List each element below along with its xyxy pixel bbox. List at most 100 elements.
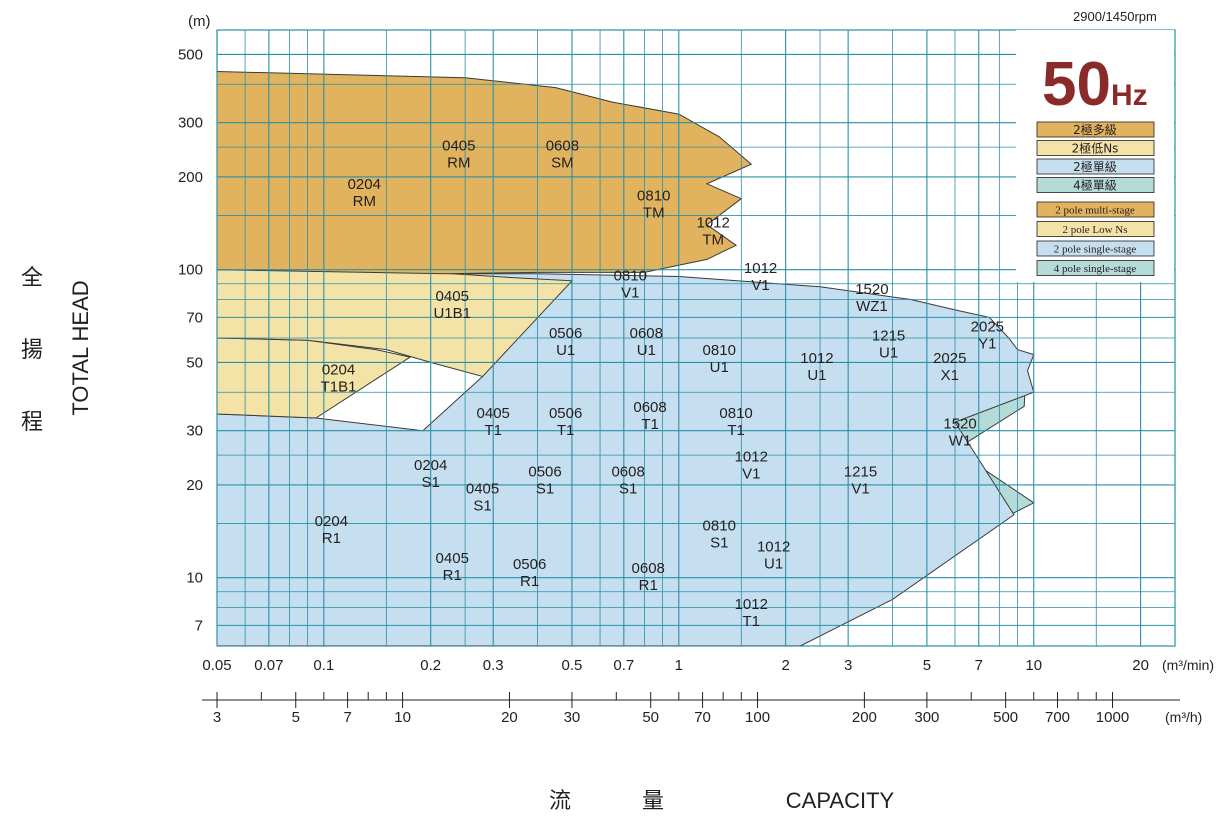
region-label-code-0810-s1: 0810 — [703, 518, 736, 535]
x2-tick-11: 500 — [993, 709, 1018, 726]
region-label-model-0204-s1: S1 — [422, 474, 440, 491]
y-tick-8: 300 — [178, 115, 203, 132]
region-label-model-1215-u1: U1 — [879, 345, 898, 362]
legend-swatch-zh-1 — [1036, 140, 1155, 156]
region-label-code-1215-v1: 1215 — [844, 463, 877, 480]
x-tick-labels: 0.05 0.07 0.1 0.2 0.3 0.5 0.7 1 2 3 5 7 10 20 — [202, 657, 1149, 674]
region-layer — [217, 70, 1035, 646]
x-tick-5: 0.5 — [562, 657, 583, 674]
y-axis-title: TOTAL HEAD — [68, 280, 93, 415]
y-tick-4: 50 — [186, 354, 203, 371]
region-label-code-0608-t1: 0608 — [633, 399, 666, 416]
legend-swatch-zh-2 — [1036, 158, 1155, 175]
x-tick-12: 10 — [1025, 657, 1042, 674]
y-tick-3: 30 — [186, 423, 203, 440]
region-label-code-0405-r1: 0405 — [436, 550, 469, 567]
region-label-model-0608-u1: U1 — [637, 342, 656, 359]
region-2 — [217, 337, 412, 419]
region-label-code-0608-r1: 0608 — [632, 560, 665, 577]
x-tick-11: 7 — [975, 657, 983, 674]
region-label-code-0405-u1b1: 0405 — [436, 288, 469, 305]
x-tick-9: 3 — [844, 657, 852, 674]
region-label-code-0204-s1: 0204 — [414, 457, 447, 474]
x-axis-title-zh-2: 量 — [642, 789, 664, 814]
x-tick-13: 20 — [1132, 657, 1149, 674]
x2-tick-1: 5 — [292, 709, 300, 726]
region-label-model-2025-x1: X1 — [941, 367, 959, 384]
legend-swatch-zh-3 — [1036, 177, 1155, 193]
x2-tick-9: 200 — [852, 709, 877, 726]
x2-tick-4: 20 — [501, 709, 518, 726]
region-label-code-0204-rm: 0204 — [348, 176, 381, 193]
region-label-code-0506-s1: 0506 — [528, 463, 561, 480]
y-axis-title-zh-2: 揚 — [21, 338, 43, 363]
x-axis-title: CAPACITY — [786, 788, 895, 813]
y-tick-6: 100 — [178, 262, 203, 279]
region-label-code-2025-y1: 2025 — [971, 319, 1004, 336]
legend-swatch-en-2 — [1036, 240, 1155, 257]
region-label-code-0608-sm: 0608 — [546, 138, 579, 155]
region-label-code-0608-u1: 0608 — [630, 325, 663, 342]
x-tick-10: 5 — [923, 657, 931, 674]
legend-swatch-en-1 — [1036, 221, 1155, 237]
x2-tick-2: 7 — [343, 709, 351, 726]
region-label-model-0405-t1: T1 — [484, 422, 502, 439]
legend-label-en-3: 4 pole single-stage — [1054, 263, 1137, 275]
x-axis-title-zh-1: 流 — [549, 789, 571, 814]
region-label-model-0608-sm: SM — [551, 155, 574, 172]
x2-tick-10: 300 — [914, 709, 939, 726]
region-label-model-0405-r1: R1 — [443, 567, 462, 584]
region-label-code-0405-t1: 0405 — [477, 405, 510, 422]
region-label-code-0810-tm: 0810 — [637, 188, 670, 205]
region-label-code-1215-u1: 1215 — [872, 328, 905, 345]
legend-label-zh-1: 2極低Ns — [1072, 141, 1119, 156]
region-label-model-0405-rm: RM — [447, 155, 470, 172]
region-label-model-0608-s1: S1 — [619, 480, 637, 497]
region-label-code-1012-t1: 1012 — [735, 596, 768, 613]
x2-tick-3: 10 — [394, 709, 411, 726]
y-tick-9: 500 — [178, 46, 203, 63]
secondary-x-axis: 3 5 7 10 20 30 50 70 100 200 300 500 700 1000 — [202, 692, 1180, 726]
region-label-model-0405-s1: S1 — [473, 497, 491, 514]
region-label-code-0506-r1: 0506 — [513, 556, 546, 573]
region-label-model-1012-v1: V1 — [751, 277, 769, 294]
frequency-title: 50Hz — [1042, 50, 1148, 119]
region-label-model-0405-u1b1: U1B1 — [433, 305, 471, 322]
region-label-model-0506-u1: U1 — [556, 342, 575, 359]
y-tick-7: 200 — [178, 169, 203, 186]
region-label-model-2025-y1: Y1 — [978, 336, 996, 353]
region-label-model-0810-v1: V1 — [621, 284, 639, 301]
legend-label-en-0: 2 pole multi-stage — [1055, 205, 1135, 217]
x2-tick-5: 30 — [564, 709, 581, 726]
region-label-model-0810-tm: TM — [643, 205, 665, 222]
region-label-model-1012-v1: V1 — [742, 465, 760, 482]
x2-tick-12: 700 — [1045, 709, 1070, 726]
region-label-model-1520-w1: W1 — [949, 433, 972, 450]
region-label-model-1215-v1: V1 — [851, 480, 869, 497]
y-tick-5: 70 — [186, 309, 203, 326]
region-label-model-1012-u1: U1 — [807, 367, 826, 384]
x-unit-label: (m³/min) — [1162, 657, 1214, 673]
region-label-model-0810-u1: U1 — [710, 359, 729, 376]
legend-swatch-en-0 — [1036, 201, 1155, 218]
region-label-code-1012-v1: 1012 — [735, 448, 768, 465]
x-tick-1: 0.07 — [254, 657, 283, 674]
y-axis-title-zh-3: 程 — [21, 410, 43, 435]
x2-tick-6: 50 — [642, 709, 659, 726]
frequency-number: 50 — [1042, 50, 1111, 119]
frequency-unit: Hz — [1111, 79, 1148, 112]
region-label-code-1012-u1: 1012 — [757, 538, 790, 555]
region-1 — [217, 273, 1035, 646]
legend-panel — [1016, 30, 1174, 282]
region-label-model-0204-t1b1: T1B1 — [321, 378, 357, 395]
region-label-code-0608-s1: 0608 — [611, 463, 644, 480]
region-label-code-0506-u1: 0506 — [549, 325, 582, 342]
region-label-model-1012-tm: TM — [702, 232, 724, 249]
y-tick-0: 7 — [195, 617, 203, 634]
x-tick-6: 0.7 — [613, 657, 634, 674]
region-label-code-0810-u1: 0810 — [703, 342, 736, 359]
region-label-code-0204-t1b1: 0204 — [322, 361, 355, 378]
x-tick-8: 2 — [781, 657, 789, 674]
legend-label-zh-0: 2極多級 — [1073, 122, 1117, 137]
region-label-code-1012-v1: 1012 — [744, 260, 777, 277]
